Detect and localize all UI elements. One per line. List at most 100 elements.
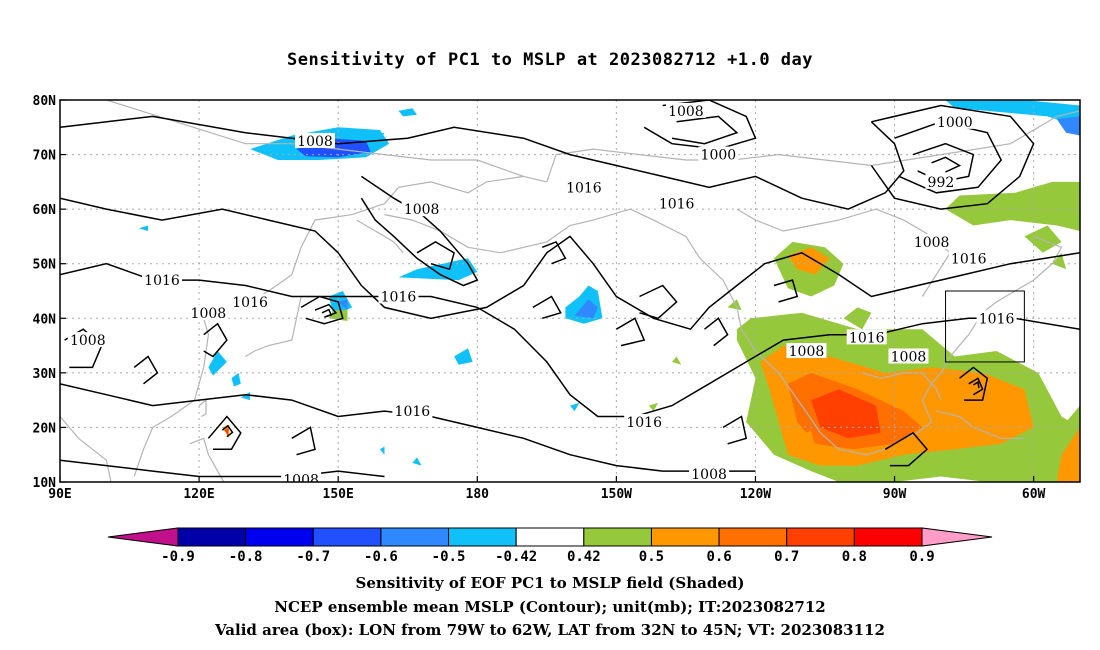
sensitivity-shade [574,299,598,319]
contour-label: 1008 [191,306,227,322]
lat-tick-label: 70N [33,149,57,164]
contour-label: 1008 [691,467,727,483]
lat-tick-label: 30N [33,367,57,382]
sensitivity-shade [138,225,149,231]
coastline [189,437,225,482]
sensitivity-shade [338,299,348,311]
mslp-contour [639,284,678,320]
lon-tick-label: 60W [1022,487,1046,502]
sensitivity-shade [570,402,580,412]
coastline [736,208,951,297]
colorbar-swatch [515,527,585,547]
sensitivity-shade [379,446,385,455]
contour-label-bg [624,413,665,429]
contour-label-bg [563,179,604,195]
mslp-contour [300,295,344,325]
contour-label-bg [665,102,706,118]
contour-label: 1016 [979,311,1015,327]
mslp-contour [60,115,905,210]
coastline [60,416,112,482]
colorbar-label: -0.8 [229,549,263,565]
mslp-contour [973,380,980,389]
lat-tick-label: 10N [33,476,57,491]
lon-tick-label: 150W [601,487,632,502]
mslp-contour [704,317,729,347]
sensitivity-shade [240,392,251,401]
contour-label: 1008 [70,333,106,349]
colorbar-label: -0.7 [296,549,330,565]
colorbar-swatch [786,527,855,547]
contour-label-bg [976,310,1017,326]
lon-tick-label: 120W [740,487,771,502]
contour-label-bg [925,173,957,189]
mslp-contour [133,355,159,385]
sensitivity-shade [231,372,241,387]
contour-label: 1016 [626,415,662,431]
caption-valid-area: Valid area (box): LON from 79W to 62W, L… [215,621,885,639]
mslp-contour [60,197,1080,331]
colorbar-swatch [583,527,652,547]
caption-shading: Sensitivity of EOF PC1 to MSLP field (Sh… [355,574,745,592]
lon-tick-label: 120E [183,487,214,502]
mslp-contour [532,295,562,320]
contour-label-bg [948,250,989,266]
lon-tick-label: 180 [466,487,490,502]
sensitivity-shade [843,307,872,330]
coastline [198,398,207,418]
lon-tick-label: 90W [883,487,907,502]
sensitivity-shade [945,181,1080,231]
mslp-contour [60,459,385,478]
mslp-contour [959,366,989,401]
mslp-contour [321,308,333,318]
coastline [249,175,524,303]
contour-label-bg [401,201,442,217]
sensitivity-shade [1056,116,1080,136]
chart-title: Sensitivity of PC1 to MSLP at 2023082712… [286,50,813,70]
contour-label-bg [378,288,419,304]
sensitivity-shade [672,356,682,365]
sensitivity-shade [224,428,229,436]
contour-label: 1016 [381,289,417,305]
lat-tick-label: 40N [33,312,57,327]
sensitivity-shade [727,299,742,311]
sensitivity-shade [398,108,417,117]
contour-label: 1016 [566,180,602,196]
mslp-contour [541,240,567,265]
mslp-contour [643,100,757,150]
colorbar-label: 0.7 [774,549,799,565]
caption-contour: NCEP ensemble mean MSLP (Contour); unit(… [274,598,826,616]
colorbar-swatch [650,527,720,547]
contour-label: 1016 [395,404,431,420]
colorbar-swatch [448,527,517,547]
valid-area-box [945,290,1025,363]
sensitivity-shade [454,348,473,365]
colorbar-label: 0.9 [909,549,934,565]
coastline [356,219,404,254]
mslp-contour [671,115,739,145]
colorbar-high-extend [921,527,993,547]
colorbar-swatch [380,527,450,547]
colorbar-swatch [312,527,382,547]
contour-label-bg [281,471,322,482]
contour-label-bg [295,132,335,148]
lon-tick-label: 90E [48,487,71,502]
contour-label-bg [392,403,433,419]
contour-label: 1016 [849,330,885,346]
mslp-contour [207,415,242,451]
colorbar-label: 0.5 [639,549,664,565]
contour-label-bg [911,233,952,249]
sensitivity-shade [797,430,816,452]
sensitivity-shade [760,411,779,428]
colorbar-label: 0.8 [842,549,867,565]
sensitivity-shade [648,402,659,412]
contour-label-bg [67,332,108,348]
contour-label: 1008 [668,104,704,120]
contour-label: 1008 [891,349,927,365]
contour-label-bg [230,293,271,309]
sensitivity-shade [208,351,227,376]
contour-label-bg [888,348,929,364]
contour-label-bg [656,195,697,211]
coastline [106,100,547,183]
mslp-contour [416,241,455,271]
